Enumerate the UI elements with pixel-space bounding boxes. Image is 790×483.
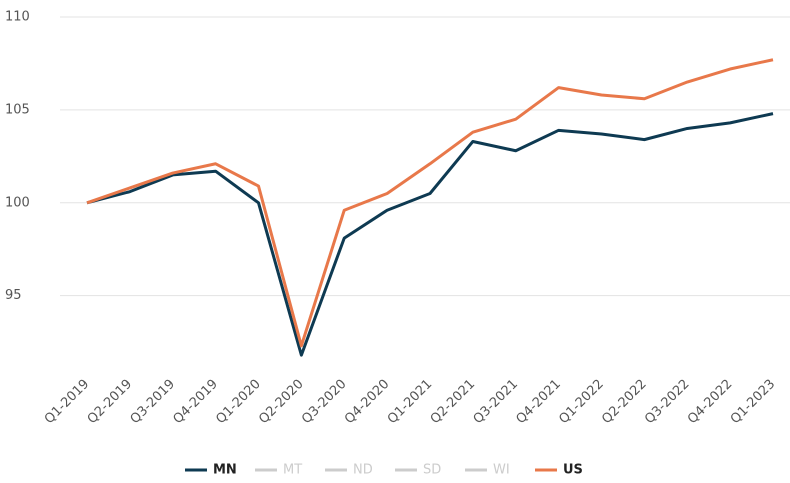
x-tick-label: Q4-2020 <box>342 377 392 427</box>
x-tick-label: Q1-2022 <box>556 377 606 427</box>
x-tick-label: Q2-2021 <box>428 377 478 427</box>
legend-label: SD <box>423 463 441 478</box>
series-line <box>86 58 774 348</box>
y-tick-label: 110 <box>5 10 30 25</box>
x-tick-label: Q4-2021 <box>514 377 564 427</box>
x-tick-label: Q1-2023 <box>728 377 778 427</box>
x-tick-label: Q4-2022 <box>685 377 735 427</box>
legend-label: MT <box>283 463 302 478</box>
legend-label: US <box>563 463 583 478</box>
x-tick-label: Q1-2021 <box>385 377 435 427</box>
y-tick-label: 105 <box>5 102 30 117</box>
x-tick-label: Q3-2022 <box>642 377 692 427</box>
y-tick-label: 100 <box>5 195 30 210</box>
legend-label: WI <box>493 463 510 478</box>
x-tick-label: Q3-2021 <box>471 377 521 427</box>
legend-label: MN <box>213 463 237 478</box>
x-tick-label: Q2-2020 <box>256 377 306 427</box>
legend: MN MT ND SD WI US <box>185 463 583 478</box>
y-tick-label: 95 <box>5 288 22 303</box>
legend-label: ND <box>353 463 373 478</box>
x-tick-label: Q1-2019 <box>42 377 92 427</box>
x-tick-label: Q1-2020 <box>213 377 263 427</box>
x-tick-label: Q3-2020 <box>299 377 349 427</box>
x-tick-label: Q2-2022 <box>599 377 649 427</box>
x-tick-label: Q3-2019 <box>128 377 178 427</box>
x-tick-label: Q2-2019 <box>85 377 135 427</box>
series-line <box>86 112 774 357</box>
x-tick-label: Q4-2019 <box>171 377 221 427</box>
